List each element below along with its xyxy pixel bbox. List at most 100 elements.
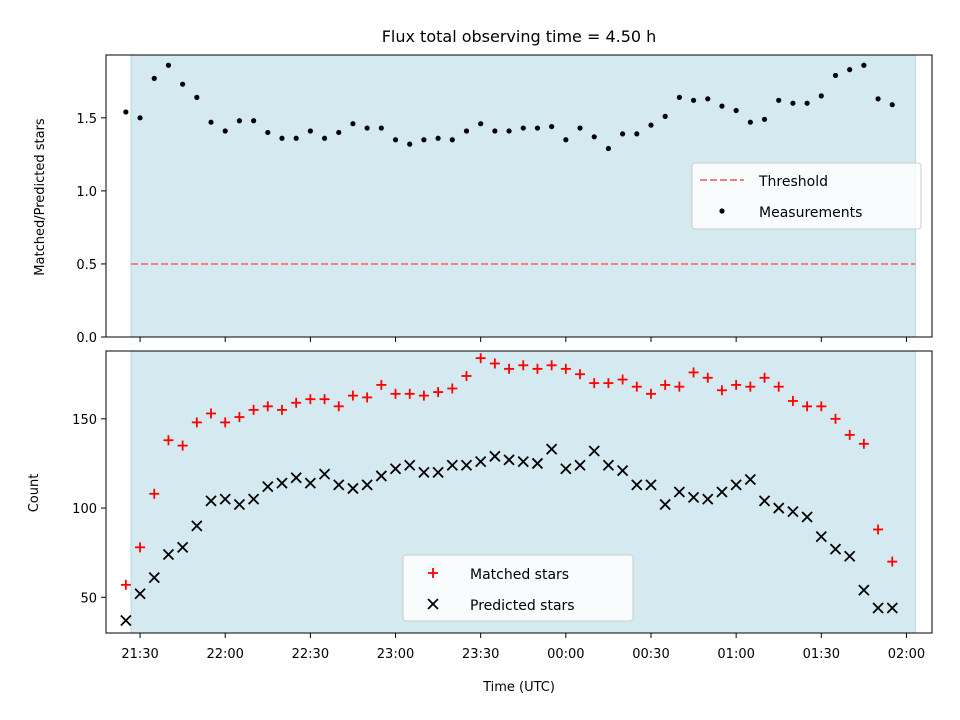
measurement-point — [506, 128, 512, 134]
measurement-point — [534, 125, 541, 131]
predicted-star-marker — [673, 486, 686, 498]
bottom-legend: Matched stars Predicted stars — [402, 554, 634, 622]
measurement-point — [719, 103, 725, 109]
matched-star-marker — [433, 387, 444, 398]
predicted-star-marker — [177, 541, 189, 553]
matched-star-marker — [702, 372, 713, 383]
measurement-point — [705, 96, 711, 102]
predicted-star-marker — [262, 481, 274, 493]
matched-star-marker — [362, 392, 373, 403]
x-tick-label: 00:30 — [632, 647, 669, 662]
matched-star-marker — [688, 367, 699, 378]
measurement-point — [747, 119, 753, 125]
predicted-star-marker — [602, 459, 615, 471]
matched-star-marker — [149, 488, 160, 499]
measurement-point — [463, 128, 470, 134]
bottom-y-tick-label: 50 — [80, 591, 97, 606]
measurement-point — [662, 113, 668, 119]
measurement-point — [847, 67, 853, 73]
x-tick-label: 02:00 — [888, 647, 925, 662]
matched-star-marker — [333, 401, 344, 412]
predicted-star-marker — [446, 459, 458, 471]
bottom-y-axis-label: Count — [27, 474, 42, 513]
x-tick-label: 01:30 — [803, 647, 840, 662]
matched-star-marker — [347, 390, 358, 401]
measurement-point — [307, 128, 313, 134]
predicted-star-marker — [886, 602, 898, 614]
matched-star-marker — [674, 381, 685, 392]
measurement-point — [364, 125, 370, 131]
matched-star-marker — [532, 363, 543, 374]
predicted-star-marker — [758, 495, 771, 507]
matched-star-marker — [759, 372, 770, 383]
top-legend-box — [691, 162, 922, 230]
measurement-point — [790, 100, 796, 106]
matched-star-marker — [305, 394, 316, 405]
predicted-star-marker — [531, 457, 544, 470]
top-y-tick-label: 0.5 — [76, 258, 97, 273]
predicted-star-marker — [858, 584, 870, 596]
predicted-star-marker — [361, 479, 373, 491]
top-axes-frame — [105, 54, 933, 338]
legend-threshold-label: Threshold — [758, 174, 828, 190]
predicted-star-marker — [191, 520, 203, 532]
matched-star-marker — [518, 360, 529, 371]
predicted-star-marker — [247, 493, 260, 505]
predicted-star-marker — [744, 473, 756, 486]
measurement-point — [123, 109, 129, 115]
measurement-point — [208, 119, 214, 125]
predicted-star-marker — [489, 450, 501, 462]
matched-star-marker — [631, 381, 642, 392]
predicted-star-marker — [304, 477, 317, 489]
measurement-point — [549, 123, 555, 130]
x-tick-label: 01:00 — [717, 647, 754, 662]
matched-star-marker — [475, 353, 486, 364]
predicted-star-marker — [844, 550, 856, 562]
matched-star-marker — [163, 435, 174, 446]
predicted-star-marker — [418, 466, 430, 479]
matched-star-marker — [248, 404, 259, 415]
matched-star-marker — [404, 388, 415, 399]
predicted-star-marker — [645, 479, 657, 491]
matched-star-marker — [589, 378, 600, 389]
measurement-point — [492, 128, 498, 134]
measurement-point — [279, 135, 285, 141]
measurement-point — [378, 125, 384, 131]
matched-star-marker — [816, 401, 827, 412]
chart-title: Flux total observing time = 4.50 h — [382, 27, 657, 46]
measurement-point — [776, 97, 782, 103]
measurement-point — [591, 134, 597, 140]
matched-star-marker — [546, 360, 557, 371]
measurement-point — [222, 128, 228, 134]
matched-star-marker — [120, 579, 131, 590]
measurement-point — [875, 96, 881, 102]
predicted-star-marker — [773, 502, 785, 514]
measurement-point — [577, 125, 583, 131]
matched-star-marker — [319, 394, 330, 405]
top-y-tick-label: 1.5 — [76, 112, 97, 127]
measurement-point — [293, 135, 299, 141]
predicted-star-marker — [233, 498, 246, 511]
measurement-point — [180, 81, 186, 87]
measurement-point — [165, 62, 172, 68]
predicted-star-marker — [517, 456, 529, 468]
measurement-point — [733, 107, 739, 114]
x-tick-label: 21:30 — [121, 647, 158, 662]
predicted-star-marker — [134, 588, 146, 600]
legend-predicted-label: Predicted stars — [470, 598, 575, 614]
measurement-point — [449, 137, 455, 143]
predicted-star-marker — [716, 486, 728, 498]
bottom-axes-frame — [105, 350, 933, 634]
measurement-point — [137, 115, 143, 121]
measurement-point — [478, 121, 484, 127]
measurement-point — [151, 75, 157, 81]
predicted-star-marker — [503, 454, 515, 466]
top-y-axis-label: Matched/Predicted stars — [33, 118, 48, 276]
x-tick-label: 23:30 — [462, 647, 499, 662]
predicted-star-marker — [616, 464, 629, 477]
predicted-star-marker — [702, 493, 714, 505]
matched-star-marker — [461, 370, 472, 381]
x-tick-label: 22:00 — [206, 647, 243, 662]
measurement-point — [861, 62, 867, 68]
legend-measurements-swatch — [719, 208, 725, 214]
